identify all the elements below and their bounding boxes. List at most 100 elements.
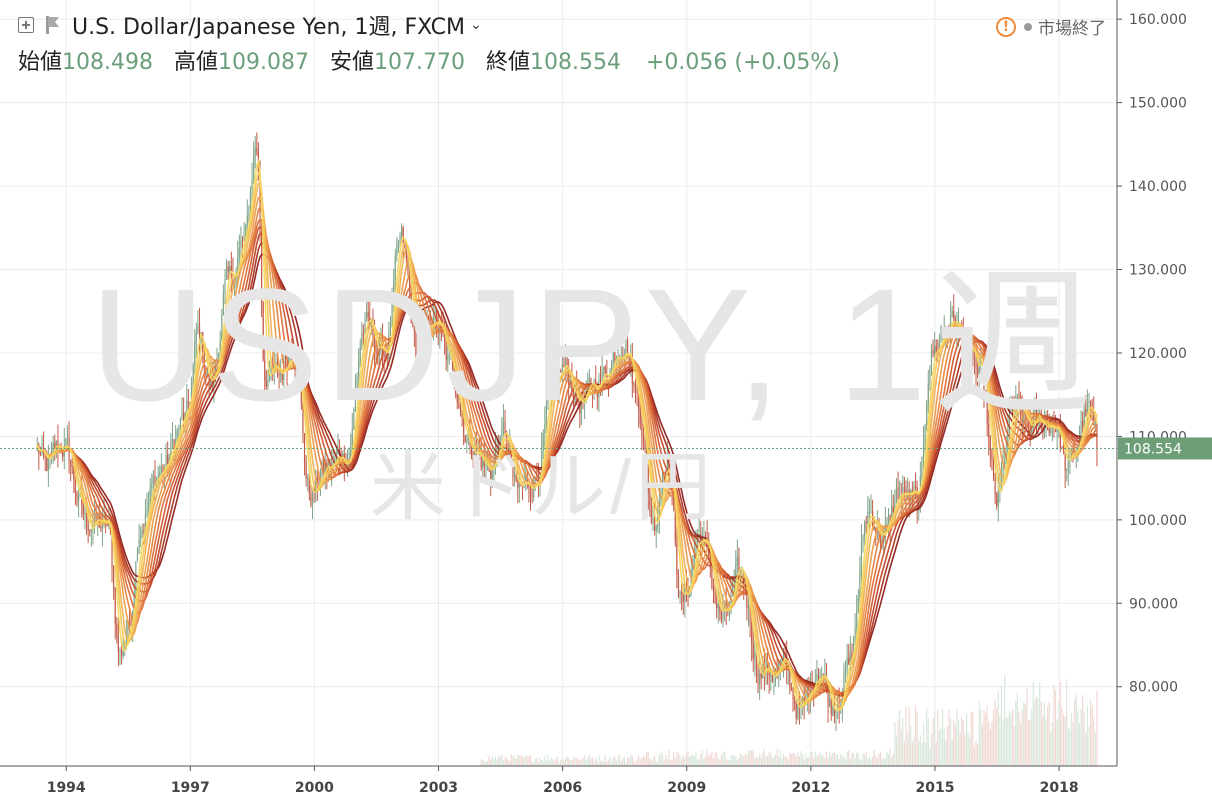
- candle-body: [661, 472, 664, 486]
- candle-body: [819, 675, 821, 679]
- candle-body: [499, 435, 501, 458]
- candle-body: [416, 352, 419, 356]
- candle-body: [208, 373, 210, 387]
- symbol-title[interactable]: U.S. Dollar/Japanese Yen, 1週, FXCM: [72, 15, 465, 40]
- candle-body: [520, 484, 522, 487]
- volume-bar: [829, 752, 831, 766]
- volume-bar: [626, 757, 629, 766]
- x-tick-label: 1997: [171, 780, 210, 796]
- candle-body: [413, 322, 415, 331]
- chevron-down-icon[interactable]: ⌄: [469, 17, 482, 33]
- volume-bar: [647, 751, 649, 766]
- volume-bar: [789, 753, 791, 766]
- volume-bar: [676, 751, 678, 766]
- candle-body: [140, 535, 142, 541]
- market-status-label: 市場終了: [1038, 19, 1106, 39]
- candle-body: [154, 475, 156, 488]
- volume-bar: [634, 761, 637, 766]
- volume-bar: [591, 757, 594, 766]
- volume-bar: [907, 733, 909, 766]
- volume-bar: [771, 758, 773, 766]
- candle-body: [625, 340, 627, 356]
- candle-body: [420, 345, 422, 358]
- volume-bar: [1089, 699, 1092, 766]
- volume-bar: [844, 759, 847, 766]
- volume-bar: [724, 750, 726, 766]
- candle-body: [778, 663, 780, 671]
- candle-body: [297, 376, 299, 379]
- volume-bar: [611, 761, 613, 766]
- candle-body: [1059, 422, 1061, 448]
- expand-icon[interactable]: [18, 17, 34, 33]
- volume-bar: [1062, 714, 1065, 766]
- volume-bar: [954, 725, 956, 766]
- candle-body: [603, 366, 605, 370]
- volume-bar: [773, 756, 775, 766]
- volume-bar: [496, 759, 498, 766]
- candle-body: [803, 697, 805, 704]
- candle-body: [332, 460, 334, 468]
- candle-body: [921, 457, 923, 477]
- volume-bar: [498, 756, 500, 766]
- x-tick-label: 2006: [543, 780, 582, 796]
- candle-body: [1013, 407, 1015, 411]
- flag-icon[interactable]: [46, 16, 60, 34]
- volume-bar: [838, 759, 840, 766]
- candle-body: [356, 377, 358, 390]
- volume-bar: [720, 755, 723, 766]
- volume-bar: [754, 758, 756, 766]
- candle-body: [89, 530, 91, 532]
- volume-bar: [846, 751, 848, 766]
- x-tick-label: 1994: [47, 780, 86, 796]
- volume-bar: [800, 750, 802, 766]
- volume-bar: [1019, 723, 1022, 766]
- volume-bar: [603, 761, 605, 766]
- volume-bar: [1047, 706, 1049, 766]
- volume-bar: [642, 756, 645, 766]
- candle-body: [1072, 448, 1074, 455]
- volume-bar: [945, 739, 947, 766]
- volume-bar: [817, 754, 820, 766]
- volume-bar: [1037, 698, 1039, 766]
- candle-body: [483, 460, 485, 467]
- candle-body: [754, 652, 756, 659]
- candle-body: [857, 598, 859, 613]
- candle-body: [176, 430, 178, 440]
- volume-bar: [956, 709, 958, 766]
- volume-bar: [967, 730, 969, 766]
- candle-body: [918, 494, 920, 507]
- volume-bar: [757, 757, 759, 766]
- candle-body: [755, 652, 758, 669]
- candle-body: [229, 265, 231, 272]
- candle-body: [396, 243, 398, 257]
- market-status[interactable]: ! 市場終了: [996, 14, 1106, 39]
- candle-body: [757, 668, 759, 684]
- candle-body: [1093, 412, 1095, 425]
- volume-bar: [486, 760, 489, 766]
- candle-body: [337, 450, 339, 455]
- candle-body: [547, 394, 549, 405]
- volume-bar: [1031, 708, 1033, 766]
- x-tick-label: 2009: [667, 780, 706, 796]
- warning-icon[interactable]: !: [996, 16, 1016, 37]
- candle-body: [157, 475, 159, 479]
- low-label: 安値: [330, 50, 375, 75]
- volume-bar: [480, 759, 482, 766]
- moving-average-line: [36, 225, 1097, 694]
- volume-bar: [668, 750, 670, 766]
- volume-bar: [972, 711, 974, 766]
- candle-body: [206, 373, 209, 376]
- volume-bar: [731, 754, 734, 766]
- candle-body: [978, 363, 980, 374]
- candle-body: [307, 478, 309, 480]
- y-tick-label: 80.000: [1129, 680, 1178, 696]
- candle-body: [436, 309, 438, 322]
- candle-body: [639, 410, 641, 424]
- volume-bar: [638, 755, 640, 766]
- volume-bar: [704, 756, 707, 766]
- moving-average-line: [36, 241, 1098, 696]
- moving-average-line: [36, 232, 1098, 695]
- candle-body: [926, 403, 928, 425]
- candle-body: [1000, 476, 1003, 487]
